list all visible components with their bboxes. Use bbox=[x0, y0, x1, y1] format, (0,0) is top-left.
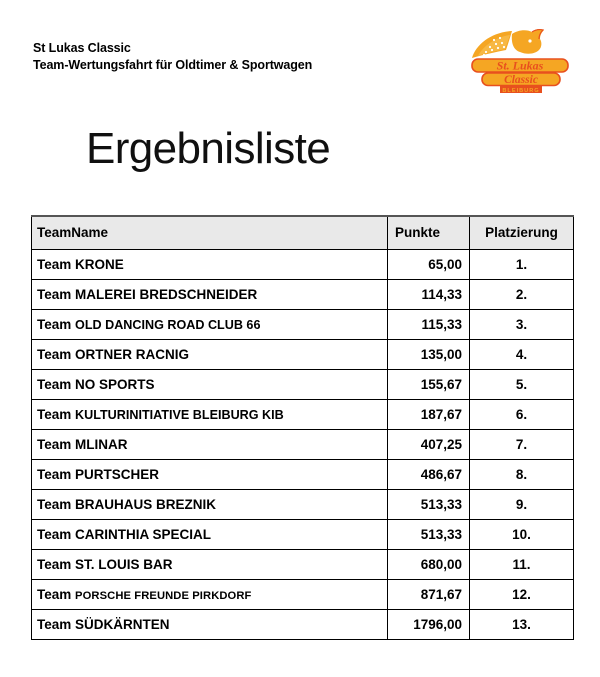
cell-platzierung: 13. bbox=[469, 608, 574, 640]
table-row: Team OLD DANCING ROAD CLUB 66 115,33 3. bbox=[31, 308, 574, 340]
cell-teamname: Team OLD DANCING ROAD CLUB 66 bbox=[31, 308, 388, 340]
logo-text-mid: Classic bbox=[504, 74, 538, 86]
cell-punkte: 513,33 bbox=[387, 488, 470, 520]
document-header: St Lukas Classic Team-Wertungsfahrt für … bbox=[0, 0, 600, 110]
team-prefix: Team bbox=[37, 466, 72, 482]
table-row: Team CARINTHIA SPECIAL 513,33 10. bbox=[31, 518, 574, 550]
page-title: Ergebnisliste bbox=[86, 124, 331, 173]
cell-platzierung: 4. bbox=[469, 338, 574, 370]
table-row: Team KULTURINITIATIVE BLEIBURG KIB 187,67… bbox=[31, 398, 574, 430]
logo-text-bottom: BLEIBURG bbox=[502, 88, 539, 94]
table-row: Team SÜDKÄRNTEN 1796,00 13. bbox=[31, 608, 574, 640]
team-name: KULTURINITIATIVE BLEIBURG KIB bbox=[75, 407, 284, 422]
team-prefix: Team bbox=[37, 406, 72, 422]
results-table-body: Team KRONE 65,00 1. Team MALEREI BREDSCHNEI… bbox=[31, 248, 574, 640]
cell-punkte: 187,67 bbox=[387, 398, 470, 430]
cell-punkte: 65,00 bbox=[387, 248, 470, 280]
cell-teamname: Team KULTURINITIATIVE BLEIBURG KIB bbox=[31, 398, 388, 430]
team-prefix: Team bbox=[37, 286, 72, 302]
team-name: SÜDKÄRNTEN bbox=[75, 616, 170, 632]
cell-platzierung: 2. bbox=[469, 278, 574, 310]
team-name: BRAUHAUS BREZNIK bbox=[75, 496, 217, 512]
team-prefix: Team bbox=[37, 586, 72, 602]
cell-teamname: Team ST. LOUIS BAR bbox=[31, 548, 388, 580]
cell-platzierung: 7. bbox=[469, 428, 574, 460]
cell-platzierung: 11. bbox=[469, 548, 574, 580]
column-header-teamname: TeamName bbox=[31, 215, 388, 250]
cell-punkte: 135,00 bbox=[387, 338, 470, 370]
cell-platzierung: 9. bbox=[469, 488, 574, 520]
cell-teamname: Team PURTSCHER bbox=[31, 458, 388, 490]
cell-punkte: 114,33 bbox=[387, 278, 470, 310]
cell-teamname: Team SÜDKÄRNTEN bbox=[31, 608, 388, 640]
event-title-line-1: St Lukas Classic bbox=[33, 41, 131, 55]
cell-platzierung: 5. bbox=[469, 368, 574, 400]
table-header-row: TeamName Punkte Platzierung bbox=[31, 215, 574, 250]
winged-bull-icon bbox=[472, 28, 545, 58]
cell-punkte: 871,67 bbox=[387, 578, 470, 610]
logo-wordmark: St. Lukas Classic BLEIBURG bbox=[471, 58, 569, 94]
cell-punkte: 680,00 bbox=[387, 548, 470, 580]
column-header-platzierung: Platzierung bbox=[469, 215, 574, 250]
team-prefix: Team bbox=[37, 526, 72, 542]
cell-teamname: Team NO SPORTS bbox=[31, 368, 388, 400]
cell-platzierung: 6. bbox=[469, 398, 574, 430]
results-table: TeamName Punkte Platzierung Team KRONE 65… bbox=[31, 215, 574, 640]
results-table-head: TeamName Punkte Platzierung bbox=[31, 215, 574, 250]
column-header-punkte: Punkte bbox=[387, 215, 470, 250]
cell-platzierung: 12. bbox=[469, 578, 574, 610]
table-row: Team BRAUHAUS BREZNIK 513,33 9. bbox=[31, 488, 574, 520]
table-row: Team KRONE 65,00 1. bbox=[31, 248, 574, 280]
results-table-container: TeamName Punkte Platzierung Team KRONE 65… bbox=[31, 215, 574, 640]
team-name: ORTNER RACNIG bbox=[75, 346, 190, 362]
cell-platzierung: 10. bbox=[469, 518, 574, 550]
cell-teamname: Team MALEREI BREDSCHNEIDER bbox=[31, 278, 388, 310]
team-name: PURTSCHER bbox=[75, 466, 160, 482]
cell-platzierung: 8. bbox=[469, 458, 574, 490]
cell-teamname: Team BRAUHAUS BREZNIK bbox=[31, 488, 388, 520]
st-lukas-classic-logo: St. Lukas Classic BLEIBURG bbox=[466, 28, 574, 94]
team-name: KRONE bbox=[75, 256, 124, 272]
team-prefix: Team bbox=[37, 346, 72, 362]
team-prefix: Team bbox=[37, 256, 72, 272]
team-prefix: Team bbox=[37, 436, 72, 452]
cell-teamname: Team CARINTHIA SPECIAL bbox=[31, 518, 388, 550]
team-prefix: Team bbox=[37, 496, 72, 512]
table-row: Team ST. LOUIS BAR 680,00 11. bbox=[31, 548, 574, 580]
cell-punkte: 513,33 bbox=[387, 518, 470, 550]
team-name: MALEREI BREDSCHNEIDER bbox=[75, 286, 258, 302]
table-row: Team PORSCHE FREUNDE PIRKDORF 871,67 12. bbox=[31, 578, 574, 610]
event-title-block: St Lukas Classic Team-Wertungsfahrt für … bbox=[33, 40, 312, 74]
team-name: NO SPORTS bbox=[75, 376, 155, 392]
cell-teamname: Team MLINAR bbox=[31, 428, 388, 460]
team-name: PORSCHE FREUNDE PIRKDORF bbox=[75, 589, 252, 602]
team-prefix: Team bbox=[37, 616, 72, 632]
team-name: OLD DANCING ROAD CLUB 66 bbox=[75, 317, 261, 332]
table-row: Team MLINAR 407,25 7. bbox=[31, 428, 574, 460]
event-title-line-2: Team-Wertungsfahrt für Oldtimer & Sportw… bbox=[33, 58, 313, 72]
table-row: Team PURTSCHER 486,67 8. bbox=[31, 458, 574, 490]
table-row: Team MALEREI BREDSCHNEIDER 114,33 2. bbox=[31, 278, 574, 310]
cell-punkte: 155,67 bbox=[387, 368, 470, 400]
team-prefix: Team bbox=[37, 316, 72, 332]
cell-platzierung: 3. bbox=[469, 308, 574, 340]
cell-platzierung: 1. bbox=[469, 248, 574, 280]
team-prefix: Team bbox=[37, 376, 72, 392]
table-row: Team NO SPORTS 155,67 5. bbox=[31, 368, 574, 400]
team-name: MLINAR bbox=[75, 436, 128, 452]
cell-teamname: Team KRONE bbox=[31, 248, 388, 280]
cell-teamname: Team ORTNER RACNIG bbox=[31, 338, 388, 370]
table-row: Team ORTNER RACNIG 135,00 4. bbox=[31, 338, 574, 370]
cell-punkte: 115,33 bbox=[387, 308, 470, 340]
team-prefix: Team bbox=[37, 556, 72, 572]
cell-punkte: 1796,00 bbox=[387, 608, 470, 640]
team-name: ST. LOUIS BAR bbox=[75, 556, 173, 572]
cell-punkte: 486,67 bbox=[387, 458, 470, 490]
logo-text-top: St. Lukas bbox=[497, 59, 544, 73]
cell-teamname: Team PORSCHE FREUNDE PIRKDORF bbox=[31, 578, 388, 610]
team-name: CARINTHIA SPECIAL bbox=[75, 526, 212, 542]
cell-punkte: 407,25 bbox=[387, 428, 470, 460]
